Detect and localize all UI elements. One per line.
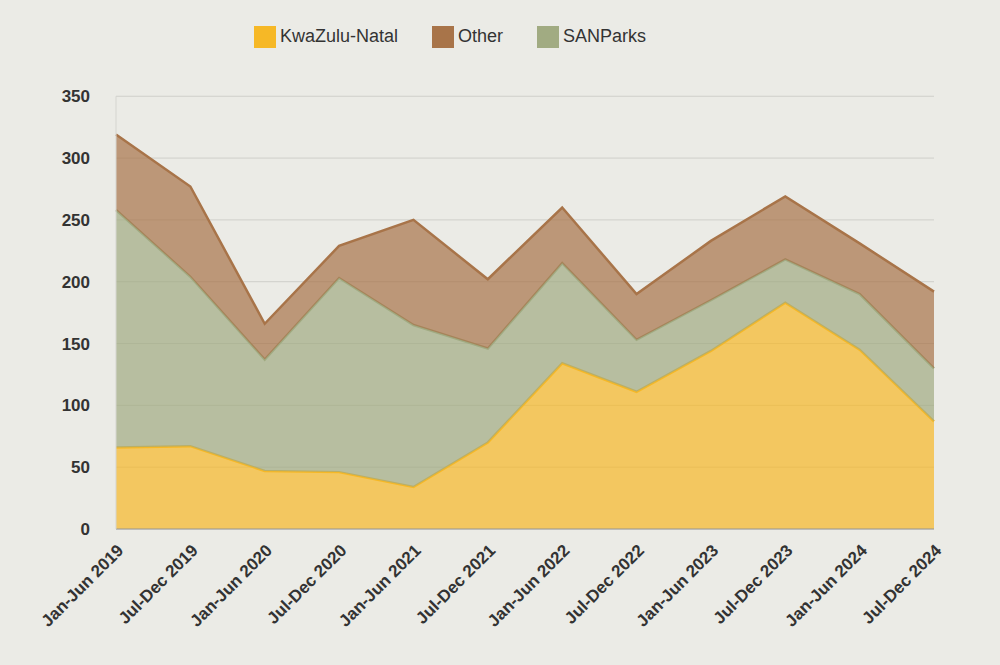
svg-text:Jul-Dec 2024: Jul-Dec 2024	[858, 541, 945, 628]
svg-text:150: 150	[62, 335, 90, 354]
svg-text:300: 300	[62, 149, 90, 168]
svg-text:Jul-Dec 2021: Jul-Dec 2021	[412, 540, 500, 628]
svg-text:Jan-Jun 2024: Jan-Jun 2024	[781, 541, 871, 631]
svg-text:200: 200	[62, 273, 90, 292]
svg-text:Jul-Dec 2023: Jul-Dec 2023	[709, 540, 797, 628]
svg-text:350: 350	[62, 87, 90, 106]
html-text:KwaZulu-Natal: KwaZulu-Natal	[279, 26, 398, 46]
svg-text:Jul-Dec 2019: Jul-Dec 2019	[114, 540, 202, 628]
html-text:Other: Other	[458, 26, 503, 46]
svg-text:Jul-Dec 2020: Jul-Dec 2020	[263, 540, 351, 628]
svg-text:Jan-Jun 2021: Jan-Jun 2021	[335, 541, 425, 631]
html-text:SANParks: SANParks	[563, 26, 646, 46]
svg-text:100: 100	[62, 396, 90, 415]
svg-text:50: 50	[71, 458, 90, 477]
svg-text:Jan-Jun 2020: Jan-Jun 2020	[186, 541, 276, 631]
svg-text:Jan-Jun 2023: Jan-Jun 2023	[633, 541, 723, 631]
svg-text:Jan-Jun 2019: Jan-Jun 2019	[38, 541, 128, 631]
svg-text:Jul-Dec 2022: Jul-Dec 2022	[561, 540, 648, 628]
svg-text:Jan-Jun 2022: Jan-Jun 2022	[484, 541, 574, 631]
svg-text:0: 0	[81, 520, 90, 539]
svg-text:250: 250	[62, 211, 90, 230]
